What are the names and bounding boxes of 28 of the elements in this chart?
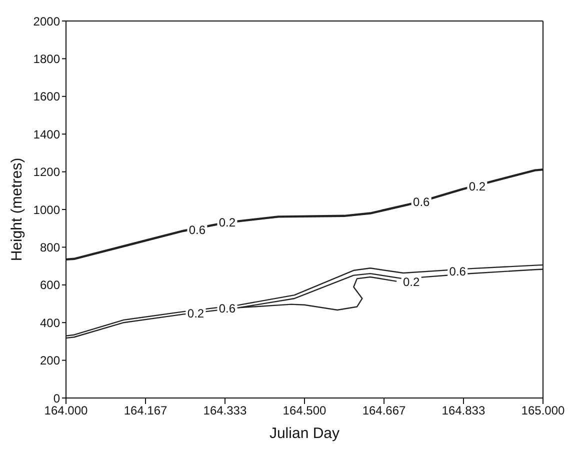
x-tick-label: 164.500	[282, 404, 327, 418]
x-tick-label: 164.000	[44, 404, 88, 418]
annotation: 0.6	[218, 301, 236, 316]
x-tick-label: 164.167	[124, 404, 168, 418]
x-tick-label: 164.333	[203, 404, 247, 418]
y-tick-label: 0	[53, 391, 60, 406]
x-axis-title: Julian Day	[269, 425, 340, 442]
annotation: 0.2	[218, 216, 236, 230]
x-tick-label: 164.667	[362, 404, 406, 418]
annotation: 0.6	[449, 264, 466, 279]
annotation: 0.2	[403, 274, 420, 289]
y-tick-label: 1200	[33, 165, 60, 180]
y-axis-title: Height (metres)	[8, 158, 26, 262]
annotation: 0.2	[187, 306, 204, 320]
x-tick-label: 165.000	[521, 404, 566, 418]
y-tick-label: 1600	[33, 90, 60, 104]
annotation: 0.2	[468, 180, 486, 194]
annotation: 0.6	[188, 222, 206, 237]
y-tick-label: 200	[40, 354, 60, 368]
y-tick-label: 600	[40, 278, 60, 292]
y-tick-label: 1000	[33, 202, 60, 217]
y-tick-label: 400	[40, 316, 60, 330]
y-tick-label: 1800	[33, 52, 60, 66]
y-tick-label: 1400	[33, 127, 60, 142]
x-tick-label: 164.833	[442, 404, 486, 418]
y-tick-label: 800	[40, 240, 60, 254]
y-tick-label: 2000	[33, 14, 60, 28]
annotation: 0.6	[413, 194, 430, 209]
